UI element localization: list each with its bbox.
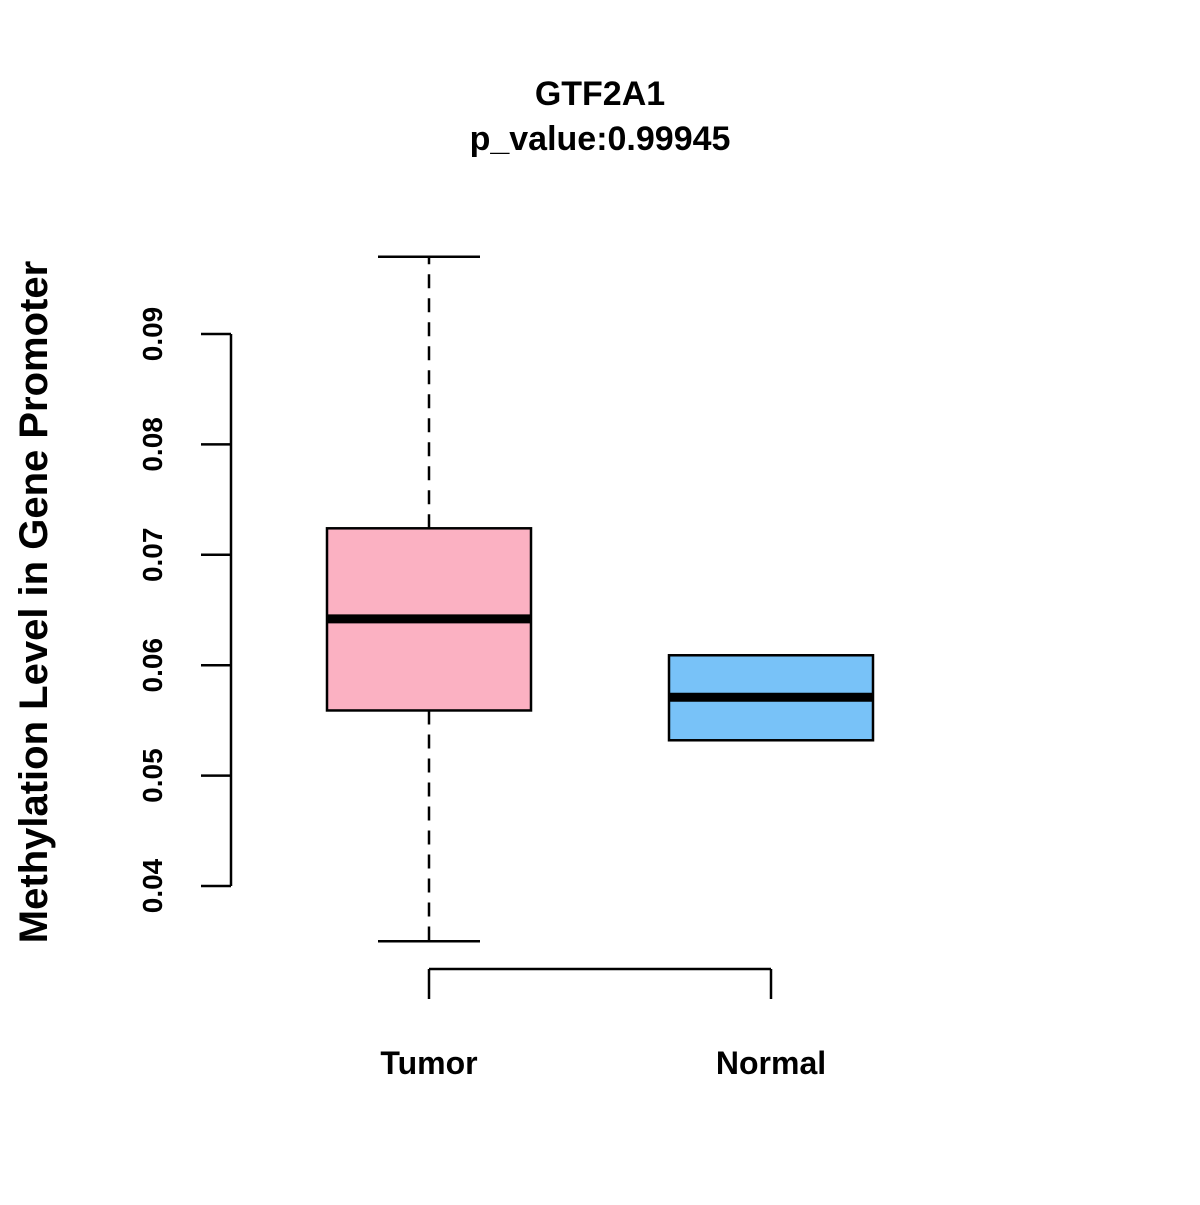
chart-title: GTF2A1 — [535, 75, 665, 113]
x-tick-label: Normal — [716, 1045, 826, 1081]
box-normal — [667, 654, 875, 742]
y-tick-label: 0.09 — [137, 307, 168, 362]
y-tick-label: 0.06 — [137, 638, 168, 693]
x-axis: Tumor Normal — [380, 967, 826, 1081]
boxes — [325, 255, 875, 943]
chart-subtitle: p_value:0.99945 — [470, 120, 731, 158]
y-tick-label: 0.08 — [137, 417, 168, 472]
box-tumor — [325, 255, 533, 943]
y-tick-label: 0.04 — [137, 858, 168, 913]
y-tick-label: 0.05 — [137, 748, 168, 803]
y-axis: 0.04 0.05 0.06 0.07 0.08 0.09 — [137, 307, 233, 913]
x-tick-label: Tumor — [380, 1045, 477, 1081]
y-axis-label: Methylation Level in Gene Promoter — [12, 261, 56, 943]
y-tick-label: 0.07 — [137, 528, 168, 583]
